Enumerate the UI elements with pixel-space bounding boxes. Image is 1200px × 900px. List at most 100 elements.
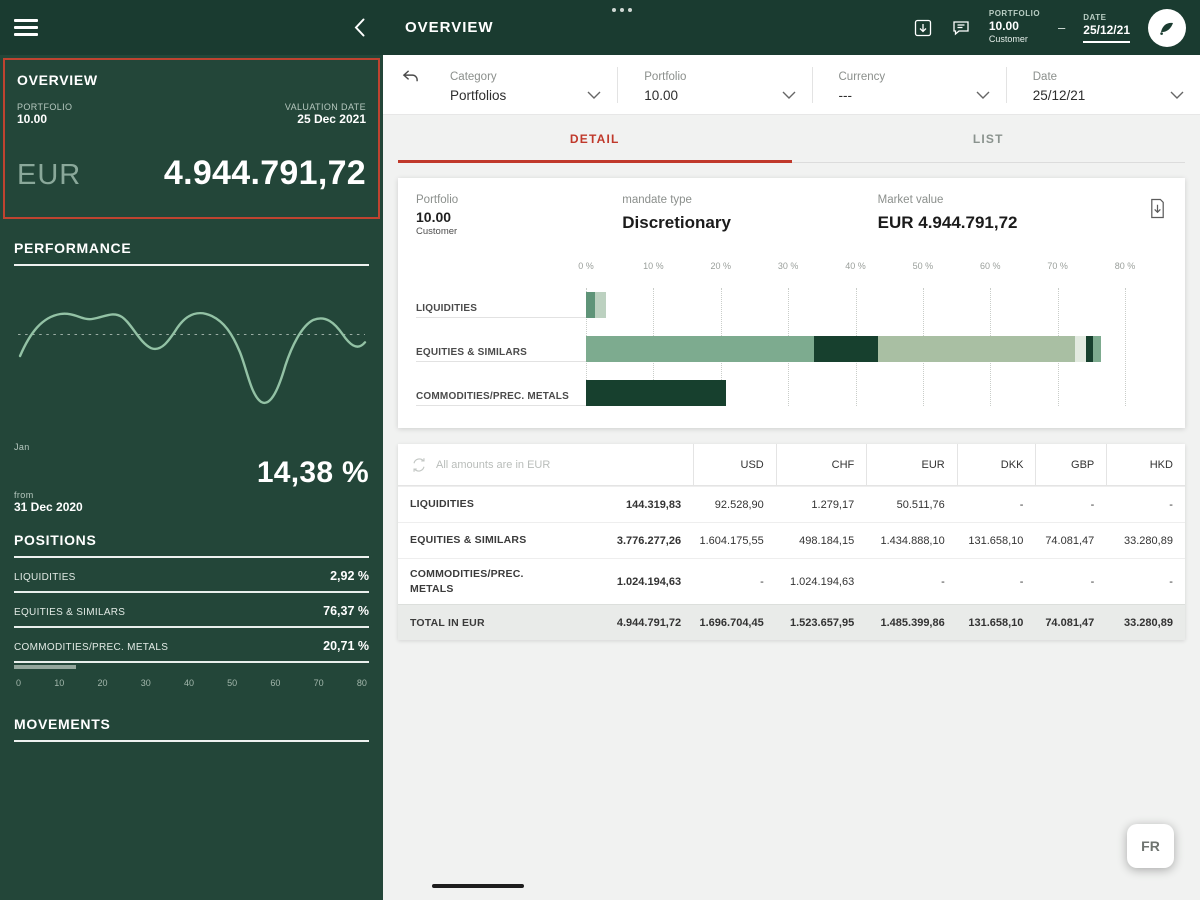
x-tick-label: 20 %	[710, 261, 732, 271]
performance-line-chart	[18, 312, 367, 405]
table-cell: 144.319,83	[579, 486, 694, 522]
topbar-portfolio[interactable]: PORTFOLIO 10.00 Customer	[989, 9, 1040, 45]
filter-currency-dropdown[interactable]: Currency ---	[813, 66, 1007, 103]
back-chevron-icon[interactable]	[354, 18, 365, 37]
axis-tick: 40	[183, 678, 194, 688]
positions-heading[interactable]: POSITIONS	[14, 532, 369, 558]
performance-heading[interactable]: PERFORMANCE	[14, 240, 369, 266]
table-cell: -	[1035, 486, 1107, 522]
x-tick-label: 60 %	[979, 261, 1001, 271]
topbar-portfolio-value: 10.00	[988, 19, 1019, 34]
table-cell: 1.024.194,63	[579, 558, 694, 604]
bar-segment[interactable]	[586, 292, 596, 318]
bar-segment[interactable]	[595, 292, 606, 318]
bar-segment[interactable]	[1092, 336, 1101, 362]
tab-detail[interactable]: DETAIL	[398, 115, 792, 163]
table-row-label: EQUITIES & SIMILARS	[398, 522, 579, 558]
language-toggle-button[interactable]: FR	[1127, 824, 1174, 868]
position-label: COMMODITIES/PREC. METALS	[14, 642, 169, 653]
movements-heading[interactable]: MOVEMENTS	[14, 716, 369, 742]
page-title: OVERVIEW	[405, 19, 494, 36]
overflow-menu-icon[interactable]	[494, 0, 913, 12]
column-header-DKK: DKK	[956, 444, 1036, 486]
topbar-separator: –	[1058, 20, 1066, 35]
column-header-HKD: HKD	[1106, 444, 1185, 486]
filter-label: Currency	[838, 70, 886, 83]
topbar-date[interactable]: DATE 25/12/21	[1083, 13, 1130, 43]
bank-logo-icon	[1160, 22, 1173, 35]
export-icon[interactable]	[913, 18, 933, 38]
download-icon[interactable]	[1148, 198, 1167, 219]
table-cell: 1.604.175,55	[693, 522, 776, 558]
total-amount-row: EUR 4.944.791,72	[17, 154, 366, 193]
x-tick-label: 10 %	[643, 261, 664, 271]
table-cell: 1.024.194,63	[775, 558, 867, 604]
filter-label: Category	[450, 70, 497, 83]
reset-filters-icon[interactable]	[401, 69, 420, 86]
topbar-right: PORTFOLIO 10.00 Customer – DATE 25/12/21	[913, 8, 1200, 47]
avatar[interactable]	[1148, 8, 1186, 47]
bar-segment[interactable]	[878, 336, 1076, 362]
card-portfolio-label: Portfolio	[416, 194, 459, 206]
bar-segment[interactable]	[586, 380, 726, 406]
table-cell: 33.280,89	[1106, 522, 1185, 558]
filter-date-dropdown[interactable]: Date 25/12/21	[1007, 67, 1200, 103]
amounts-table: All amounts are in EUR USD CHF EUR DKK GBP HKD…	[398, 444, 1185, 641]
position-value: 2,92 %	[330, 569, 369, 583]
topbar-portfolio-sub: Customer	[988, 34, 1028, 45]
horizontal-scrollbar[interactable]	[432, 884, 524, 888]
filter-category-dropdown[interactable]: Category Portfolios	[424, 66, 619, 103]
topbar-portfolio-label: PORTFOLIO	[988, 9, 1041, 19]
bar-segment[interactable]	[1085, 336, 1093, 362]
table-cell: 1.696.704,45	[693, 604, 776, 641]
table-cell: -	[1035, 558, 1107, 604]
currency-exchange-icon	[413, 457, 425, 472]
total-amount: 4.944.791,72	[163, 154, 366, 192]
table-note: All amounts are in EUR	[398, 444, 579, 486]
sidebar-positions-section: POSITIONS LIQUIDITIES 2,92 % EQUITIES & SI…	[0, 514, 383, 688]
filter-portfolio-dropdown[interactable]: Portfolio 10.00	[618, 66, 813, 103]
positions-axis: 0 10 20 30 40 50 60 70 80	[14, 678, 369, 688]
mandate-type-label: mandate type	[622, 194, 692, 206]
performance-from-date: 31 Dec 2020	[14, 500, 83, 514]
detail-card: Portfolio 10.00 Customer mandate type Di…	[398, 178, 1185, 428]
filter-bar: Category Portfolios Portfolio 10.00 Currency…	[383, 55, 1200, 115]
card-market-value-block: Market value EUR 4.944.791,72	[878, 194, 1133, 233]
sidebar: OVERVIEW PORTFOLIO 10.00 VALUATION DATE …	[0, 55, 383, 900]
table-cell: 1.279,17	[775, 486, 867, 522]
axis-tick: 10	[54, 678, 65, 688]
table-note-text: All amounts are in EUR	[436, 458, 551, 471]
chevron-down-icon	[587, 91, 601, 99]
chart-row: EQUITIES & SIMILARS	[416, 332, 1167, 362]
chat-icon[interactable]	[951, 18, 971, 38]
sidebar-overview-heading: OVERVIEW	[17, 72, 98, 88]
top-bar: OVERVIEW PORTFOLIO 10.00 Customer – DATE…	[0, 0, 1200, 55]
table-cell: 498.184,15	[775, 522, 867, 558]
axis-tick: 30	[140, 678, 151, 688]
table-cell: 131.658,10	[956, 522, 1036, 558]
position-value: 76,37 %	[323, 604, 369, 618]
chevron-down-icon	[1170, 91, 1184, 99]
bar-segment[interactable]	[586, 336, 814, 362]
chart-row-track	[586, 292, 1125, 318]
axis-tick: 80	[356, 678, 367, 688]
bar-segment[interactable]	[1075, 336, 1086, 362]
chart-row-track	[586, 336, 1125, 362]
sidebar-overview-card[interactable]: OVERVIEW PORTFOLIO 10.00 VALUATION DATE …	[3, 58, 380, 219]
bar-segment[interactable]	[813, 336, 879, 362]
main-content: Category Portfolios Portfolio 10.00 Currency…	[383, 55, 1200, 900]
chart-row-label: LIQUIDITIES	[416, 303, 586, 318]
column-header-EUR: EUR	[866, 444, 957, 486]
table-cell: -	[866, 558, 957, 604]
position-label: LIQUIDITIES	[14, 572, 76, 583]
table-row-label: LIQUIDITIES	[398, 486, 579, 522]
tab-list[interactable]: LIST	[972, 131, 1004, 146]
mandate-type-value: Discretionary	[622, 213, 731, 232]
table-cell: -	[956, 558, 1036, 604]
x-tick-label: 50 %	[912, 261, 934, 271]
valuation-date-value: 25 Dec 2021	[297, 112, 366, 126]
positions-list: LIQUIDITIES 2,92 % EQUITIES & SIMILARS 76,3…	[14, 558, 369, 669]
filter-value: 10.00	[644, 87, 679, 103]
positions-scrollbar-thumb[interactable]	[14, 665, 76, 669]
menu-icon[interactable]	[14, 15, 38, 40]
